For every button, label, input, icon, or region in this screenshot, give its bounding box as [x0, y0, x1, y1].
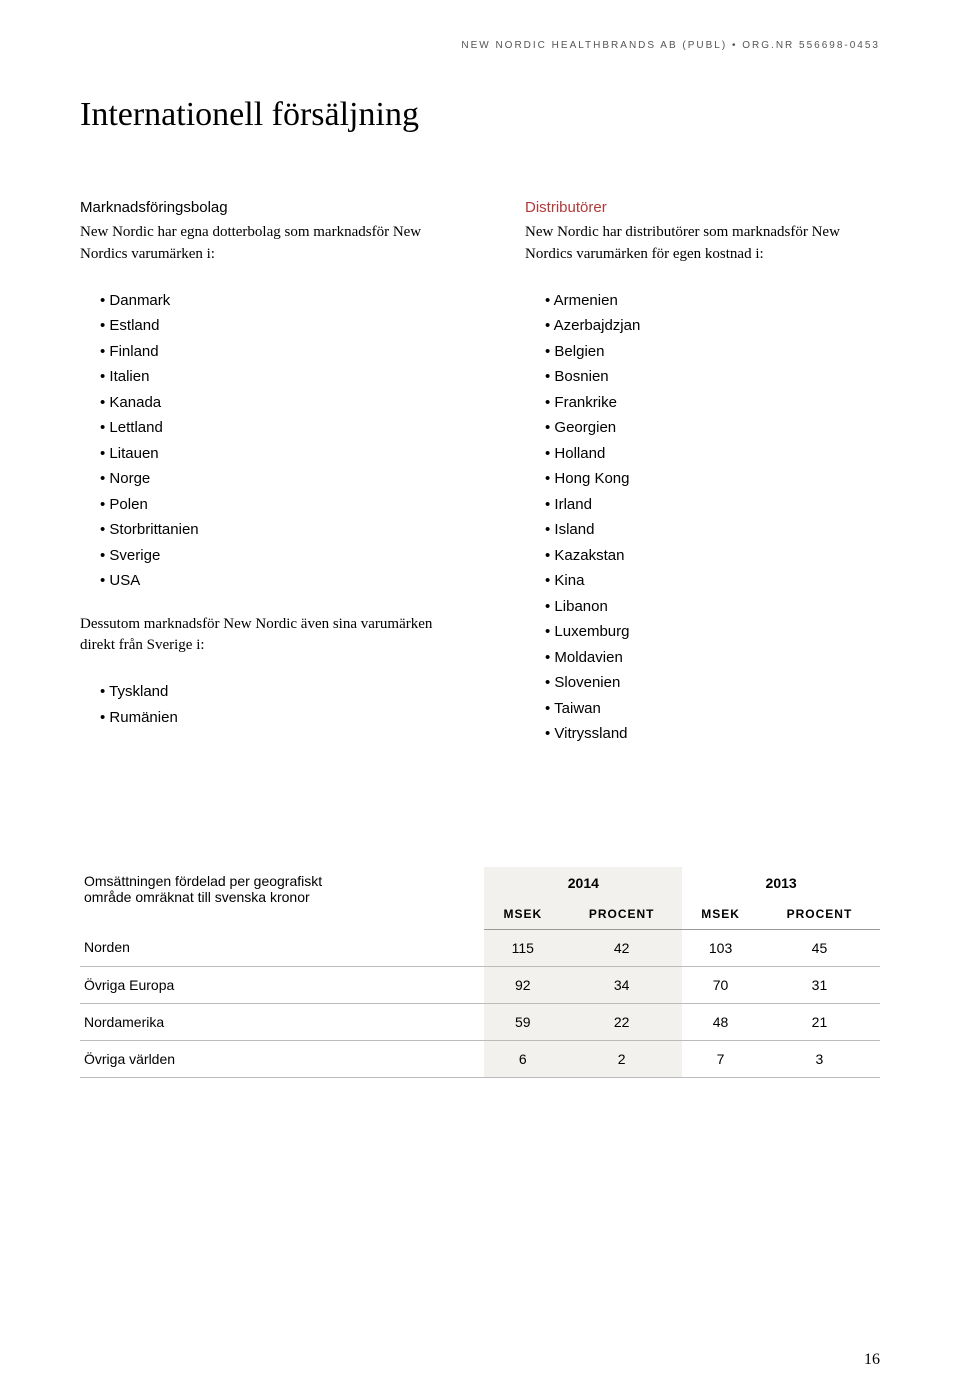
- list-item: USA: [100, 568, 435, 594]
- row-msek1: 92: [484, 966, 561, 1003]
- page-title: Internationell försäljning: [80, 96, 880, 134]
- table-sub-msek-2013: MSEK: [682, 899, 759, 930]
- table-row: Övriga Europa 92 34 70 31: [80, 966, 880, 1003]
- row-msek1: 59: [484, 1003, 561, 1040]
- list-item: Norge: [100, 466, 435, 492]
- row-proc2: 3: [759, 1040, 880, 1077]
- header-org-label: ORG.NR: [742, 40, 794, 51]
- list-item: Belgien: [545, 339, 880, 365]
- list-item: Polen: [100, 492, 435, 518]
- list-item: Estland: [100, 313, 435, 339]
- list-item: Tyskland: [100, 679, 435, 705]
- table-row: Nordamerika 59 22 48 21: [80, 1003, 880, 1040]
- table-label-line1: Omsättningen fördelad per geografiskt: [84, 873, 480, 889]
- content-columns: Marknadsföringsbolag New Nordic har egna…: [80, 199, 880, 767]
- right-heading: Distributörer: [525, 199, 880, 216]
- row-proc1: 2: [561, 1040, 682, 1077]
- left-mid-text: Dessutom marknadsför New Nordic även sin…: [80, 614, 435, 658]
- row-label: Övriga Europa: [80, 966, 484, 1003]
- table-label-line2: område omräknat till svenska kronor: [84, 889, 480, 905]
- list-item: Vitryssland: [545, 721, 880, 747]
- list-item: Georgien: [545, 415, 880, 441]
- row-proc2: 31: [759, 966, 880, 1003]
- revenue-table-wrapper: Omsättningen fördelad per geografiskt om…: [80, 867, 880, 1078]
- header-org-number: 556698-0453: [799, 40, 880, 51]
- row-proc1: 22: [561, 1003, 682, 1040]
- row-label: Övriga världen: [80, 1040, 484, 1077]
- table-sub-procent-2014: PROCENT: [561, 899, 682, 930]
- row-label: Nordamerika: [80, 1003, 484, 1040]
- table-year-2013: 2013: [682, 867, 880, 899]
- list-item: Irland: [545, 492, 880, 518]
- list-item: Frankrike: [545, 390, 880, 416]
- list-item: Luxemburg: [545, 619, 880, 645]
- table-label-cell: Omsättningen fördelad per geografiskt om…: [80, 867, 484, 930]
- list-item: Kina: [545, 568, 880, 594]
- row-msek2: 7: [682, 1040, 759, 1077]
- left-country-list-2: Tyskland Rumänien: [100, 679, 435, 730]
- row-msek2: 70: [682, 966, 759, 1003]
- list-item: Libanon: [545, 594, 880, 620]
- row-msek2: 48: [682, 1003, 759, 1040]
- page-number: 16: [864, 1351, 880, 1369]
- row-msek2: 103: [682, 929, 759, 966]
- list-item: Kazakstan: [545, 543, 880, 569]
- table-row: Övriga världen 6 2 7 3: [80, 1040, 880, 1077]
- table-row: Norden 115 42 103 45: [80, 929, 880, 966]
- table-sub-procent-2013: PROCENT: [759, 899, 880, 930]
- list-item: Armenien: [545, 288, 880, 314]
- row-msek1: 115: [484, 929, 561, 966]
- list-item: Danmark: [100, 288, 435, 314]
- list-item: Slovenien: [545, 670, 880, 696]
- list-item: Rumänien: [100, 705, 435, 731]
- right-intro: New Nordic har distributörer som marknad…: [525, 222, 880, 266]
- document-header: NEW NORDIC HEALTHBRANDS AB (PUBL) • ORG.…: [80, 40, 880, 51]
- list-item: Kanada: [100, 390, 435, 416]
- table-sub-msek-2014: MSEK: [484, 899, 561, 930]
- left-heading: Marknadsföringsbolag: [80, 199, 435, 216]
- row-proc1: 42: [561, 929, 682, 966]
- right-column: Distributörer New Nordic har distributör…: [525, 199, 880, 767]
- row-proc2: 45: [759, 929, 880, 966]
- list-item: Azerbajdzjan: [545, 313, 880, 339]
- list-item: Storbrittanien: [100, 517, 435, 543]
- list-item: Taiwan: [545, 696, 880, 722]
- row-proc1: 34: [561, 966, 682, 1003]
- left-country-list: Danmark Estland Finland Italien Kanada L…: [100, 288, 435, 594]
- list-item: Sverige: [100, 543, 435, 569]
- list-item: Bosnien: [545, 364, 880, 390]
- row-proc2: 21: [759, 1003, 880, 1040]
- list-item: Holland: [545, 441, 880, 467]
- list-item: Moldavien: [545, 645, 880, 671]
- list-item: Litauen: [100, 441, 435, 467]
- revenue-table: Omsättningen fördelad per geografiskt om…: [80, 867, 880, 1078]
- table-year-2014: 2014: [484, 867, 682, 899]
- header-sep: •: [732, 40, 738, 51]
- left-intro: New Nordic har egna dotterbolag som mark…: [80, 222, 435, 266]
- list-item: Italien: [100, 364, 435, 390]
- header-company: NEW NORDIC HEALTHBRANDS AB (PUBL): [461, 40, 727, 51]
- list-item: Island: [545, 517, 880, 543]
- list-item: Finland: [100, 339, 435, 365]
- right-country-list: Armenien Azerbajdzjan Belgien Bosnien Fr…: [545, 288, 880, 747]
- list-item: Lettland: [100, 415, 435, 441]
- left-column: Marknadsföringsbolag New Nordic har egna…: [80, 199, 435, 767]
- row-label: Norden: [80, 929, 484, 966]
- list-item: Hong Kong: [545, 466, 880, 492]
- row-msek1: 6: [484, 1040, 561, 1077]
